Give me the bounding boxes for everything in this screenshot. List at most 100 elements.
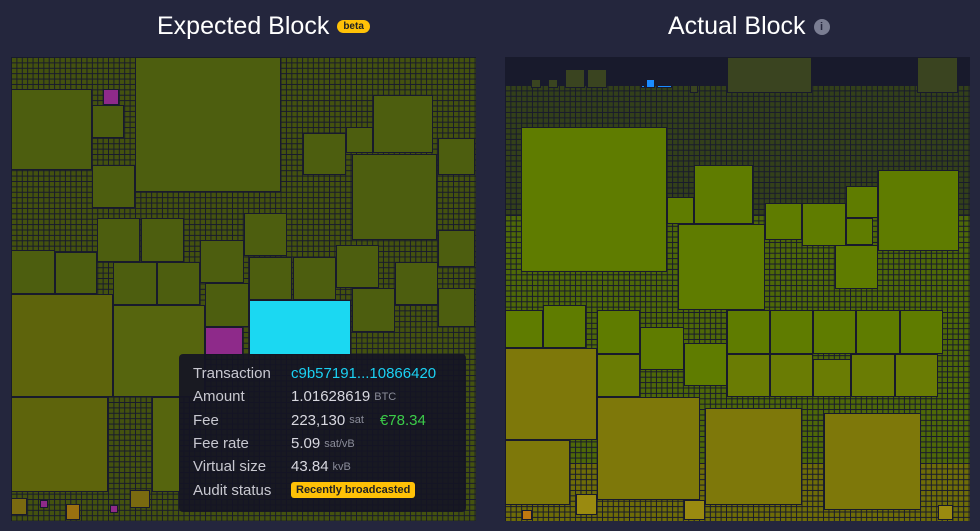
transaction-block[interactable] [92,105,124,138]
transaction-block[interactable] [11,498,27,515]
transaction-block[interactable] [336,245,379,288]
transaction-block[interactable] [303,133,346,175]
transaction-block[interactable] [824,413,921,510]
transaction-block[interactable] [97,218,140,262]
transaction-block[interactable] [597,397,700,500]
transaction-block[interactable] [543,305,586,348]
transaction-block[interactable] [895,354,938,397]
transaction-block[interactable] [352,288,395,332]
audit-status-label: Audit status [193,481,272,499]
transaction-block[interactable] [11,89,92,170]
transaction-block[interactable] [690,85,698,93]
transaction-block[interactable] [727,310,770,354]
transaction-block[interactable] [938,505,953,520]
transaction-block[interactable] [92,165,135,208]
transaction-block[interactable] [66,504,80,520]
transaction-block[interactable] [878,170,959,251]
transaction-block[interactable] [55,252,97,294]
transaction-block[interactable] [684,500,705,520]
fee-rate-unit: sat/vB [324,437,355,450]
transaction-block[interactable] [727,354,770,397]
transaction-block[interactable] [522,510,532,520]
transaction-block[interactable] [641,85,645,88]
transaction-block[interactable] [141,218,184,262]
transaction-block[interactable] [200,240,244,283]
transaction-block[interactable] [130,490,150,508]
transaction-block[interactable] [438,138,475,175]
transaction-block[interactable] [684,343,727,386]
transaction-block[interactable] [667,197,694,224]
transaction-block[interactable] [249,300,351,355]
info-icon[interactable]: i [813,18,830,35]
vsize-value: 43.84 [291,458,329,476]
transaction-block[interactable] [851,354,895,397]
transaction-block[interactable] [505,440,570,505]
transaction-block[interactable] [646,79,655,88]
fee-fiat-value: €78.34 [379,411,426,429]
transaction-block[interactable] [587,69,607,88]
vsize-label: Virtual size [193,458,267,476]
transaction-block[interactable] [205,327,243,355]
transaction-block[interactable] [293,257,336,300]
amount-unit: BTC [374,390,397,403]
transaction-block[interactable] [917,57,958,93]
transaction-id-link[interactable]: c9b57191...10866420 [291,365,437,383]
transaction-block[interactable] [813,359,851,397]
transaction-block[interactable] [678,224,765,310]
transaction-block[interactable] [11,250,55,294]
transaction-block[interactable] [770,354,813,397]
transaction-block[interactable] [352,154,437,240]
fee-label: Fee [193,411,219,429]
actual-block-title: Actual Block i [668,12,830,41]
transaction-block[interactable] [521,127,667,272]
transaction-block[interactable] [813,310,856,354]
expected-block-title: Expected Block beta [157,12,370,41]
transaction-block[interactable] [135,57,281,192]
transaction-block[interactable] [694,165,753,224]
transaction-block[interactable] [565,69,585,88]
transaction-block[interactable] [11,397,108,492]
transaction-block[interactable] [727,57,812,93]
transaction-block[interactable] [249,257,292,300]
transaction-block[interactable] [505,310,543,348]
transaction-block[interactable] [438,230,475,267]
beta-badge: beta [337,20,370,33]
expected-block-treemap[interactable] [11,57,476,521]
transaction-block[interactable] [846,218,873,245]
expected-block-heading: Expected Block [157,12,330,40]
transaction-block[interactable] [705,408,802,505]
transaction-block[interactable] [438,288,475,327]
transaction-block[interactable] [576,494,597,515]
transaction-block[interactable] [802,203,846,246]
transaction-block[interactable] [11,294,113,397]
transaction-tooltip: Transaction c9b57191...10866420 Amount 1.0… [179,354,466,512]
transaction-block[interactable] [373,95,433,153]
transaction-block[interactable] [835,245,878,289]
transaction-block[interactable] [505,348,597,440]
fee-unit: sat [349,414,364,427]
transaction-block[interactable] [157,262,200,305]
transaction-block[interactable] [205,283,249,327]
audit-status-badge: Recently broadcasted [291,482,416,499]
transaction-block[interactable] [531,79,541,88]
transaction-block[interactable] [597,354,640,397]
fee-rate-value: 5.09 [291,435,321,453]
transaction-block[interactable] [657,85,672,88]
transaction-block[interactable] [110,505,118,513]
transaction-block[interactable] [548,79,558,88]
transaction-block[interactable] [640,327,684,370]
transaction-block[interactable] [103,89,119,105]
transaction-block[interactable] [40,500,48,508]
transaction-block[interactable] [900,310,943,354]
transaction-block[interactable] [770,310,813,354]
transaction-block[interactable] [856,310,900,354]
actual-block-treemap[interactable] [505,57,970,521]
transaction-block[interactable] [765,203,802,240]
transaction-block[interactable] [113,262,157,305]
transaction-block[interactable] [152,397,180,492]
transaction-block[interactable] [346,127,373,153]
transaction-block[interactable] [395,262,438,305]
transaction-block[interactable] [597,310,640,354]
transaction-block[interactable] [244,213,287,256]
transaction-block[interactable] [846,186,878,218]
